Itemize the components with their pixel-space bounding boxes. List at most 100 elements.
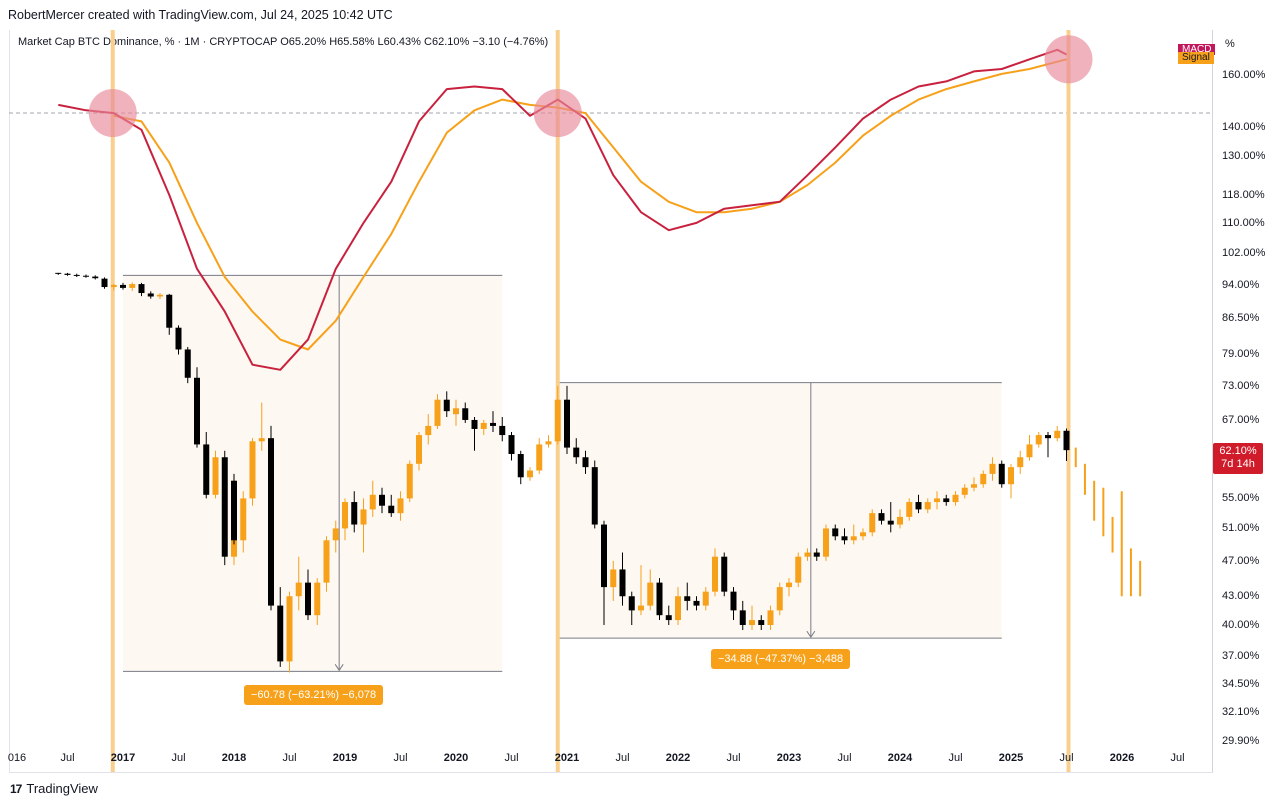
candle-body-2024-05 — [934, 498, 940, 503]
high-value: H65.58% — [329, 36, 375, 48]
x-tick-label: 2025 — [998, 752, 1024, 764]
candle-body-2022-05 — [712, 556, 718, 592]
candle-body-2021-03 — [582, 457, 589, 468]
candle-body-2021-04 — [591, 467, 598, 525]
candle-body-2025-01 — [1008, 467, 1014, 485]
x-tick-label: 2017 — [110, 752, 136, 764]
candle-body-2020-12 — [554, 399, 561, 442]
signal-line — [113, 58, 1067, 351]
candle-body-2018-12 — [332, 528, 339, 541]
candle-body-2022-12 — [776, 587, 783, 611]
symbol-legend[interactable]: Market Cap BTC Dominance, % · 1M · CRYPT… — [18, 36, 548, 48]
x-tick-label: Jul — [1059, 752, 1074, 764]
candle-body-2024-03 — [915, 502, 922, 510]
x-tick-label: Jul — [393, 752, 408, 764]
candle-body-2020-01 — [453, 408, 459, 415]
candle-body-2017-06 — [166, 294, 173, 328]
candle-body-2017-02 — [129, 284, 136, 288]
y-tick-label: 29.90% — [1222, 735, 1260, 747]
candle-body-2018-09 — [305, 582, 311, 616]
measure-box-0 — [123, 275, 503, 672]
x-tick-label: 2026 — [1109, 752, 1135, 764]
plot-area[interactable] — [9, 30, 1213, 773]
measure-label-2017[interactable]: −60.78 (−63.21%) −6,078 — [244, 685, 384, 705]
candle-body-2023-01 — [786, 582, 792, 588]
brand-name: TradingView — [26, 781, 98, 796]
measure-arrowhead-0 — [334, 664, 344, 672]
x-tick-label: 2024 — [887, 752, 913, 764]
candle-body-2024-01 — [897, 516, 903, 525]
chart-canvas[interactable] — [0, 0, 1212, 772]
x-tick-label: Jul — [726, 752, 741, 764]
candle-body-2018-06 — [277, 605, 284, 662]
y-tick-label: 32.10% — [1222, 706, 1260, 719]
candle-body-2021-07 — [619, 569, 626, 597]
candle-body-2017-11 — [212, 457, 219, 495]
candle-body-2016-07 — [64, 273, 71, 275]
candle-body-2017-01 — [120, 284, 126, 288]
candle-body-2023-04 — [813, 552, 820, 557]
x-tick-label: 2021 — [554, 752, 580, 764]
y-tick-label: 86.50% — [1222, 312, 1260, 325]
candle-body-2024-02 — [906, 502, 913, 517]
open-value: O65.20% — [280, 36, 327, 48]
candle-body-2019-03 — [360, 509, 367, 525]
y-tick-label: 94.00% — [1222, 279, 1260, 292]
candle-body-2023-10 — [869, 513, 876, 533]
candle-body-2024-06 — [943, 498, 950, 503]
candle-body-2024-10 — [980, 473, 987, 485]
candle-body-2022-06 — [721, 556, 728, 592]
y-tick-label: 160.00% — [1222, 69, 1266, 81]
y-tick-label: 37.00% — [1222, 649, 1260, 662]
candle-body-2020-10 — [536, 444, 543, 471]
candle-body-2023-08 — [850, 536, 857, 541]
candle-body-2018-02 — [240, 498, 247, 541]
y-tick-label: 118.00% — [1222, 188, 1265, 201]
change-value: −3.10 (−4.76%) — [472, 36, 549, 48]
footer-brand[interactable]: 17 TradingView — [10, 781, 98, 796]
axis-unit: % — [1225, 38, 1235, 50]
low-value: L60.43% — [377, 36, 421, 48]
candle-body-2018-04 — [258, 438, 265, 442]
last-price-tag: 62.10% 7d 14h — [1213, 443, 1263, 474]
candle-body-2022-04 — [702, 591, 709, 606]
candle-body-2025-05 — [1045, 435, 1051, 439]
candle-body-2024-11 — [989, 463, 996, 474]
candle-body-2020-06 — [499, 425, 506, 436]
x-tick-label: 016 — [7, 752, 27, 764]
candle-body-2022-08 — [739, 610, 746, 625]
candle-body-2019-12 — [443, 399, 450, 412]
candle-body-2016-06 — [55, 272, 62, 274]
y-tick-label: 34.50% — [1222, 677, 1260, 690]
candle-body-2021-05 — [601, 524, 607, 588]
y-tick-label: 73.00% — [1222, 379, 1260, 392]
crossover-circle-0 — [88, 89, 137, 138]
candle-body-2020-07 — [508, 435, 515, 455]
y-tick-label: 110.00% — [1222, 216, 1265, 229]
price-axis[interactable] — [1212, 30, 1280, 772]
candle-body-2016-12 — [110, 284, 117, 288]
x-tick-label: 2019 — [332, 752, 358, 764]
x-tick-label: Jul — [171, 752, 186, 764]
y-tick-label: 140.00% — [1222, 121, 1266, 133]
x-tick-label: Jul — [1170, 752, 1185, 764]
y-tick-label: 79.00% — [1222, 348, 1260, 361]
candle-body-2023-05 — [823, 528, 829, 557]
candle-body-2022-11 — [767, 610, 774, 625]
x-tick-label: Jul — [837, 752, 852, 764]
candle-body-2023-02 — [795, 556, 802, 583]
candle-body-2019-06 — [388, 505, 395, 514]
last-price-value: 62.10% — [1219, 445, 1257, 457]
candle-body-2018-01 — [231, 480, 237, 541]
candle-body-2019-01 — [342, 502, 348, 529]
highlight-line-2025-07 — [1066, 30, 1071, 772]
signal-tag: Signal — [1178, 52, 1214, 64]
measure-label-2021[interactable]: −34.88 (−47.37%) −3,488 — [711, 649, 851, 669]
x-tick-label: Jul — [948, 752, 963, 764]
candle-body-2025-06 — [1054, 430, 1061, 439]
candle-body-2023-11 — [878, 513, 885, 521]
candle-body-2017-03 — [138, 284, 145, 294]
candle-body-2021-11 — [656, 582, 663, 616]
y-tick-label: 55.00% — [1222, 492, 1260, 505]
candle-body-2023-07 — [841, 536, 848, 541]
